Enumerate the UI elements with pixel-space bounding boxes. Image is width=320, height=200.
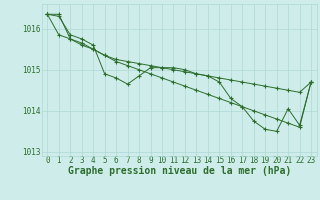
X-axis label: Graphe pression niveau de la mer (hPa): Graphe pression niveau de la mer (hPa): [68, 166, 291, 176]
